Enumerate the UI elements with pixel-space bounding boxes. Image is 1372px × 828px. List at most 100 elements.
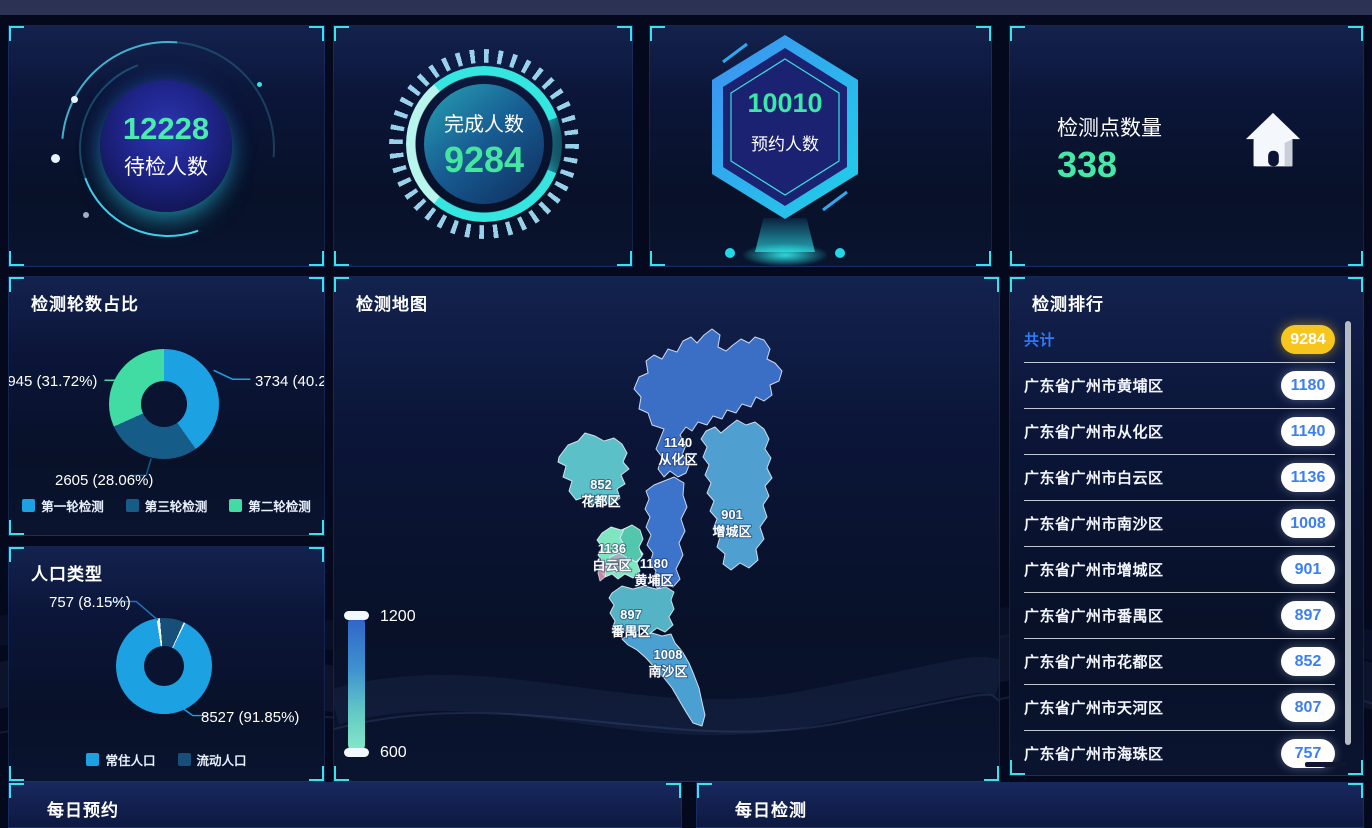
corner-bracket	[9, 26, 24, 41]
ranking-row-name: 广东省广州市南沙区	[1024, 516, 1164, 533]
slice-label-first-round: 3734 (40.22%)	[255, 373, 324, 390]
ranking-row-badge: 852	[1281, 647, 1335, 676]
legend-swatch-icon	[86, 753, 100, 766]
slice-label-floating: 757 (8.15%)	[49, 594, 131, 611]
corner-bracket	[1348, 251, 1363, 266]
pedestal-glow-icon	[743, 244, 827, 266]
corner-bracket	[309, 520, 324, 535]
legend-swatch-icon	[177, 753, 191, 766]
map-region-conghua[interactable]	[633, 328, 783, 478]
legend-swatch-icon	[229, 499, 243, 512]
panel-daily-reservation: 每日预约	[8, 782, 682, 828]
pending-value: 12228	[122, 111, 210, 146]
corner-bracket	[1348, 277, 1363, 292]
map-region-huadu[interactable]	[557, 432, 630, 506]
ranking-row-badge: 1140	[1281, 417, 1335, 446]
vertical-scrollbar[interactable]	[1345, 321, 1351, 745]
reserved-value: 10010	[747, 88, 823, 118]
visual-scale-bar[interactable]	[348, 615, 365, 753]
ranking-row-name: 广东省广州市海珠区	[1024, 746, 1164, 763]
corner-bracket	[334, 251, 349, 266]
panel-test-rounds-ratio: 检测轮数占比 2945 (31.72%) 3734 (40.22%) 2605 …	[8, 276, 325, 536]
map-label-value: 1140	[664, 435, 692, 450]
scale-min-label: 600	[380, 744, 407, 761]
corner-bracket	[9, 277, 24, 292]
panel-population-type: 人口类型 757 (8.15%) 8527 (91.85%) 常住人口 流动人口	[8, 546, 325, 782]
hexagon-badge-icon	[712, 35, 858, 219]
map-region-central-teal[interactable]	[619, 524, 644, 563]
slice-label-second-round: 2945 (31.72%)	[8, 373, 98, 390]
legend-swatch-icon	[22, 499, 36, 512]
panel-test-ranking: 检测排行 共计 9284 广东省广州市黄埔区 1180 广东省广州市从化区 11…	[1009, 276, 1364, 776]
corner-bracket	[984, 766, 999, 781]
map-region-panyu[interactable]	[608, 585, 675, 637]
corner-bracket	[976, 26, 991, 41]
map-label-value: 1136	[598, 541, 626, 556]
legend-item[interactable]: 第一轮检测	[22, 496, 104, 515]
completed-value: 9284	[443, 138, 525, 180]
ranking-row: 广东省广州市白云区 1136	[1024, 455, 1335, 501]
corner-bracket	[976, 251, 991, 266]
panel-daily-test: 每日检测	[696, 782, 1364, 828]
map-label-name: 南沙区	[648, 664, 687, 679]
scale-handle-bottom[interactable]	[344, 748, 369, 757]
map-label-name: 黄埔区	[634, 573, 673, 588]
ranking-row-total: 共计 9284	[1024, 317, 1335, 363]
ranking-row-name: 广东省广州市天河区	[1024, 700, 1164, 717]
corner-bracket	[666, 783, 681, 798]
ranking-list[interactable]: 共计 9284 广东省广州市黄埔区 1180 广东省广州市从化区 1140 广东…	[1024, 317, 1335, 775]
donut-hole	[144, 646, 184, 686]
ranking-row-badge: 1136	[1281, 463, 1335, 492]
legend-label: 第二轮检测	[248, 500, 311, 514]
panel-title: 人口类型	[31, 565, 103, 584]
map-region-zengcheng[interactable]	[700, 419, 773, 571]
reserved-label: 预约人数	[751, 135, 819, 154]
corner-bracket	[617, 26, 632, 41]
ranking-row: 广东省广州市花都区 852	[1024, 639, 1335, 685]
corner-bracket	[309, 277, 324, 292]
map-label-name: 从化区	[658, 452, 697, 467]
map-region-city-center[interactable]	[608, 552, 629, 573]
rounds-legend: 第一轮检测 第三轮检测 第二轮检测	[9, 496, 324, 515]
legend-item[interactable]: 流动人口	[177, 750, 247, 769]
map-region-liwan[interactable]	[597, 561, 608, 582]
pending-label: 待检人数	[124, 156, 208, 179]
ranking-row-name: 广东省广州市从化区	[1024, 424, 1164, 441]
corner-bracket	[309, 26, 324, 41]
top-bar	[0, 0, 1372, 15]
map-label-value: 1008	[654, 647, 683, 662]
legend-item[interactable]: 第二轮检测	[229, 496, 311, 515]
corner-bracket	[1010, 277, 1025, 292]
corner-bracket	[334, 26, 349, 41]
map-region-nansha[interactable]	[621, 632, 706, 727]
sites-label: 检测点数量	[1057, 117, 1162, 140]
population-donut-chart[interactable]	[116, 618, 212, 714]
ranking-row-name: 广东省广州市增城区	[1024, 562, 1164, 579]
ranking-row-name: 共计	[1024, 332, 1056, 349]
deco-dot	[51, 154, 60, 163]
slice-label-third-round: 2605 (28.06%)	[55, 472, 154, 489]
ranking-row: 广东省广州市黄埔区 1180	[1024, 363, 1335, 409]
map-label-name: 花都区	[581, 494, 620, 509]
corner-bracket	[334, 277, 349, 292]
legend-swatch-icon	[125, 499, 139, 512]
ranking-row-badge: 1008	[1281, 509, 1335, 538]
scale-handle-top[interactable]	[344, 611, 369, 620]
legend-item[interactable]: 第三轮检测	[125, 496, 207, 515]
corner-bracket	[309, 547, 324, 562]
ranking-row-name: 广东省广州市黄埔区	[1024, 378, 1164, 395]
card-completed-people: 完成人数 9284	[333, 25, 633, 267]
completed-title: 完成人数	[444, 113, 524, 136]
rounds-donut-chart[interactable]	[109, 349, 219, 459]
corner-bracket	[1010, 760, 1025, 775]
horizontal-scrollbar[interactable]	[1305, 762, 1347, 767]
ranking-row-badge: 897	[1281, 601, 1335, 630]
map-label-value: 901	[721, 507, 743, 522]
ranking-row-badge: 807	[1281, 693, 1335, 722]
gauge-center: 完成人数 9284	[424, 84, 544, 204]
ranking-row: 广东省广州市番禺区 897	[1024, 593, 1335, 639]
legend-item[interactable]: 常住人口	[86, 750, 156, 769]
ranking-row: 广东省广州市天河区 807	[1024, 685, 1335, 731]
map-label-name: 白云区	[592, 558, 631, 573]
map-label-name: 增城区	[712, 524, 751, 539]
